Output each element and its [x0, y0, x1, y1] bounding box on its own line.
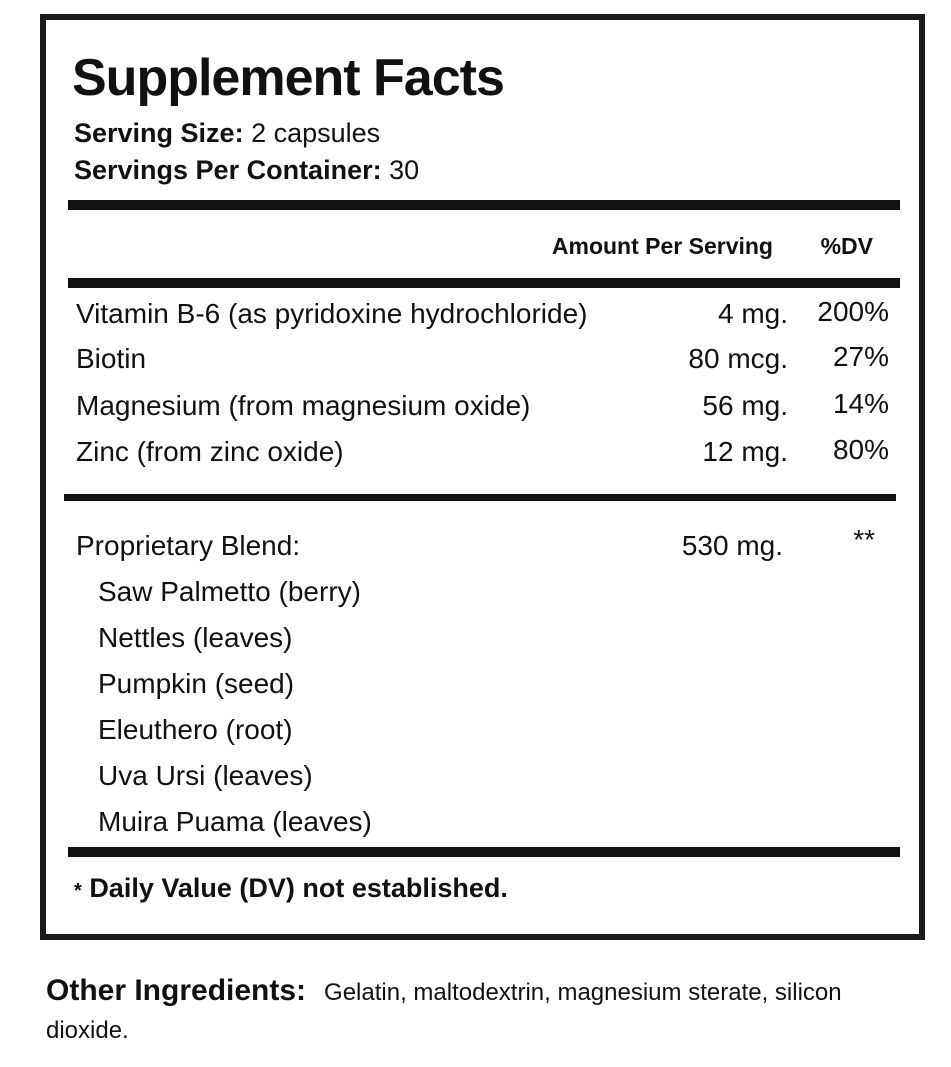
blend-ingredient: Pumpkin (seed)	[98, 668, 295, 699]
column-header: Amount Per Serving	[551, 233, 773, 259]
footnote-mark: *	[74, 880, 82, 902]
nutrient-amount: 12 mg.	[702, 436, 788, 467]
label: Serving Size:	[74, 118, 244, 148]
blend-name: Proprietary Blend:	[76, 530, 301, 561]
blend-ingredient: Eleuthero (root)	[98, 714, 293, 745]
column-header: %DV	[820, 233, 873, 259]
value: 30	[389, 155, 420, 185]
serving-size: Serving Size: 2 capsules	[74, 120, 380, 147]
title: Supplement Facts	[72, 49, 505, 107]
footnote: * Daily Value (DV) not established.	[74, 875, 508, 902]
nutrient-name: Vitamin B-6 (as pyridoxine hydrochloride…	[76, 298, 588, 329]
value: 2 capsules	[251, 118, 381, 148]
nutrient-amount: 56 mg.	[702, 390, 788, 421]
other-ingredients-text: Gelatin, maltodextrin, magnesium sterate…	[46, 979, 842, 1044]
blend-ingredient: Muira Puama (leaves)	[98, 806, 372, 837]
divider	[68, 278, 900, 288]
divider	[68, 200, 900, 210]
nutrient-dv: 80%	[832, 434, 889, 465]
footnote-text: Daily Value (DV) not established.	[89, 873, 508, 903]
nutrient-amount: 4 mg.	[717, 298, 788, 329]
nutrient-name: Magnesium (from magnesium oxide)	[76, 390, 531, 421]
nutrient-name: Zinc (from zinc oxide)	[76, 436, 344, 467]
blend-ingredient: Nettles (leaves)	[98, 622, 293, 653]
divider	[68, 847, 900, 857]
divider	[64, 494, 896, 501]
blend-ingredient: Uva Ursi (leaves)	[98, 760, 313, 791]
other-ingredients-label: Other Ingredients:	[46, 974, 307, 1007]
label: Servings Per Container:	[74, 155, 382, 185]
blend-amount: 530 mg.	[681, 530, 783, 561]
servings-per-container: Servings Per Container: 30	[74, 157, 419, 184]
label-frame	[40, 14, 925, 940]
nutrient-amount: 80 mcg.	[688, 343, 788, 374]
nutrient-dv: 27%	[832, 341, 889, 372]
blend-dv: **	[853, 524, 875, 555]
nutrient-name: Biotin	[76, 343, 147, 374]
other-ingredients: Other Ingredients: Gelatin, maltodextrin,…	[46, 972, 886, 1050]
nutrient-dv: 200%	[817, 296, 889, 327]
blend-ingredient: Saw Palmetto (berry)	[98, 576, 361, 607]
nutrient-dv: 14%	[832, 388, 889, 419]
